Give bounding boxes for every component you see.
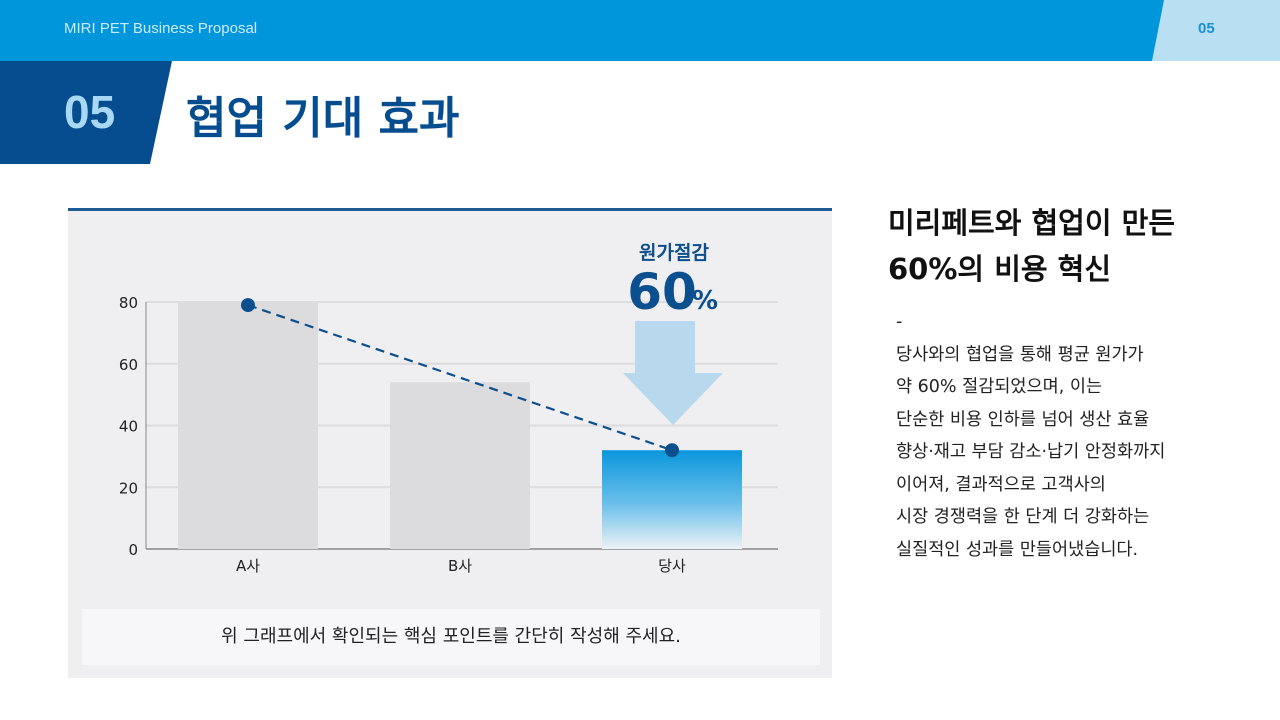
page-number: 05 xyxy=(1198,20,1215,37)
y-tick-label: 40 xyxy=(119,418,138,436)
x-tick-label: B사 xyxy=(448,557,472,575)
data-point xyxy=(241,298,255,313)
summary-title: 미리페트와 협업이 만든 60%의 비용 혁신 xyxy=(888,200,1175,292)
summary-line: 약 60% 절감되었으며, 이는 xyxy=(896,377,1103,397)
bar-3 xyxy=(602,450,742,549)
summary-line: 향상·재고 부담 감소·납기 안정화까지 xyxy=(896,442,1166,462)
summary-dash: - xyxy=(896,312,903,332)
bar-1 xyxy=(178,302,318,549)
brand-label: MIRI PET Business Proposal xyxy=(64,20,258,37)
page-number-tag: 05 xyxy=(1152,0,1280,61)
summary-body: - 당사와의 협업을 통해 평균 원가가 약 60% 절감되었으며, 이는 단순… xyxy=(896,306,1165,566)
summary-line: 이어져, 결과적으로 고객사의 xyxy=(896,474,1106,495)
x-tick-label: 당사 xyxy=(658,557,686,575)
y-tick-label: 20 xyxy=(119,479,138,497)
summary-line: 실질적인 성과를 만들어냈습니다. xyxy=(896,539,1139,560)
y-tick-label: 80 xyxy=(119,294,138,312)
summary-title-line: 60%의 비용 혁신 xyxy=(888,252,1112,286)
section-number-block: 05 xyxy=(0,61,172,164)
summary-line: 시장 경쟁력을 한 단계 더 강화하는 xyxy=(896,507,1150,527)
summary-line: 단순한 비용 인하를 넘어 생산 효율 xyxy=(896,409,1150,430)
bar-2 xyxy=(390,382,530,549)
section-number: 05 xyxy=(64,86,116,138)
arrow-down-icon xyxy=(623,321,723,425)
top-bar: MIRI PET Business Proposal xyxy=(0,0,1280,61)
chart-note: 위 그래프에서 확인되는 핵심 포인트를 간단히 작성해 주세요. xyxy=(82,609,820,665)
callout-value: 60 xyxy=(627,263,697,321)
chart-panel: 0 20 40 60 80 A사 B사 당사 원가절감 60 % 위 그래프에서 확인되는 핵… xyxy=(68,208,832,678)
callout-label: 원가절감 xyxy=(639,242,709,264)
summary-title-line: 미리페트와 협업이 만든 xyxy=(888,206,1175,240)
callout-unit: % xyxy=(692,286,718,316)
page-title: 협업 기대 효과 xyxy=(186,93,460,144)
y-tick-label: 0 xyxy=(128,541,138,559)
y-tick-label: 60 xyxy=(119,356,138,374)
data-point xyxy=(665,443,679,458)
summary-line: 당사와의 협업을 통해 평균 원가가 xyxy=(896,344,1144,365)
x-tick-label: A사 xyxy=(236,557,260,575)
bar-chart: 0 20 40 60 80 A사 B사 당사 원가절감 60 % xyxy=(119,242,778,575)
